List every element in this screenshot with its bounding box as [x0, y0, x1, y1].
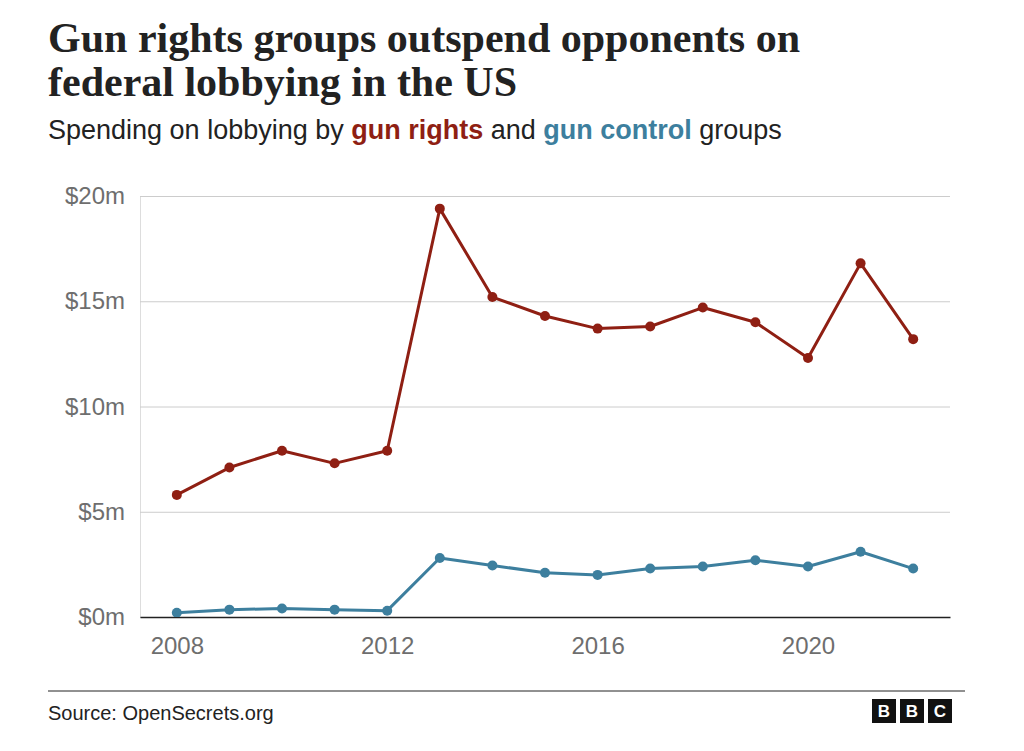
x-axis-line — [141, 617, 951, 619]
logo-box — [872, 699, 896, 723]
series-marker — [803, 561, 813, 571]
y-tick-label: $20m — [65, 182, 125, 209]
subtitle-text: Spending on lobbying by — [48, 115, 351, 145]
x-tick: 2012 — [361, 617, 414, 659]
series-marker — [172, 608, 182, 617]
chart: Gun rights groups outspend opponents onf… — [0, 0, 1024, 751]
footer-rule — [48, 691, 965, 692]
series-marker — [487, 560, 497, 570]
grid-line — [140, 196, 950, 197]
y-tick-label: $5m — [78, 498, 125, 525]
grid-line — [140, 617, 950, 618]
series-marker — [540, 568, 550, 578]
y-axis: $0m $5m $10m $15m $20m — [65, 182, 950, 630]
series-marker — [330, 458, 340, 468]
subtitle: Spending on lobbying by gun rights and g… — [48, 115, 782, 145]
series-marker — [487, 292, 497, 302]
title-line: federal lobbying in the US — [48, 59, 517, 105]
x-tick: 2020 — [782, 617, 835, 659]
logo-letter: B — [878, 702, 890, 721]
logo-letter: B — [906, 702, 918, 721]
series-marker — [645, 564, 655, 574]
series-marker — [803, 353, 813, 363]
subtitle-text: and — [483, 115, 543, 145]
logo-text: BBC — [878, 702, 946, 721]
series-marker — [172, 490, 182, 500]
series-marker — [908, 564, 918, 574]
y-tick-label: $10m — [65, 393, 125, 420]
y-tick-label: $0m — [78, 603, 125, 630]
x-tick-label: 2016 — [571, 632, 624, 659]
series-marker — [750, 555, 760, 565]
series-marker — [645, 322, 655, 332]
logo: BBC — [872, 699, 952, 723]
series-marker — [224, 605, 234, 615]
x-tick: 2016 — [571, 617, 624, 659]
title: Gun rights groups outspend opponents onf… — [48, 15, 800, 105]
x-tick-label: 2012 — [361, 632, 414, 659]
series-marker — [856, 547, 866, 557]
logo-box — [900, 699, 924, 723]
source: Source: OpenSecrets.org — [48, 702, 274, 724]
grid-line — [140, 512, 950, 513]
series-marker — [750, 317, 760, 327]
series-line — [177, 552, 913, 613]
grid-line — [140, 301, 950, 302]
y-tick: $0m — [78, 603, 950, 630]
series-marker — [382, 606, 392, 616]
x-tick: 2008 — [151, 617, 204, 659]
series-marker — [593, 570, 603, 580]
x-tick-label: 2020 — [782, 632, 835, 659]
y-tick: $20m — [65, 182, 950, 209]
legend-entry: gun control — [543, 115, 691, 145]
series-marker — [435, 204, 445, 214]
series-line — [177, 209, 913, 495]
series-marker — [277, 446, 287, 456]
grid-line — [140, 407, 950, 408]
logo-letter: C — [934, 702, 946, 721]
series-marker — [330, 605, 340, 615]
y-tick: $10m — [65, 393, 950, 420]
series-marker — [908, 334, 918, 344]
series-marker — [698, 561, 708, 571]
series-marker — [856, 258, 866, 268]
subtitle-text: groups — [692, 115, 782, 145]
series-marker — [435, 553, 445, 563]
plot-area — [172, 204, 918, 617]
series-marker — [382, 446, 392, 456]
series-marker — [540, 311, 550, 321]
series-marker — [277, 604, 287, 614]
title-line: Gun rights groups outspend opponents on — [48, 15, 800, 61]
x-axis: 2008 2012 2016 2020 — [141, 617, 951, 659]
series-marker — [224, 463, 234, 473]
series-marker — [593, 324, 603, 334]
y-tick: $5m — [78, 498, 950, 525]
x-tick-label: 2008 — [151, 632, 204, 659]
y-tick-label: $15m — [65, 287, 125, 314]
series-marker — [698, 303, 708, 313]
legend-entry: gun rights — [351, 115, 483, 145]
logo-box — [928, 699, 952, 723]
